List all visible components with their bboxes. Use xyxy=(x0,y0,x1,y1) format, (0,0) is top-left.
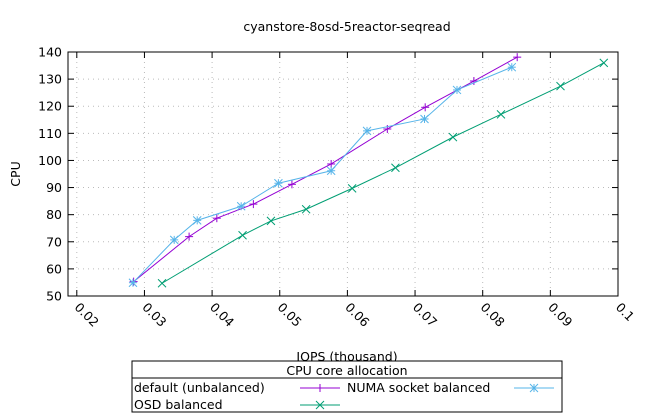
series-line xyxy=(161,62,605,284)
data-point-cross xyxy=(157,278,167,288)
series-numa-socket-balanced xyxy=(128,62,517,288)
x-tick-label: 0.05 xyxy=(275,300,305,330)
x-tick-label: 0.07 xyxy=(410,300,440,330)
y-tick-label: 140 xyxy=(38,45,62,60)
data-point-cross xyxy=(315,400,325,410)
data-point-cross xyxy=(599,58,609,68)
data-point-cross xyxy=(391,163,400,173)
data-point-star xyxy=(169,235,179,245)
x-tick-label: 0.04 xyxy=(207,300,237,330)
data-point-star xyxy=(529,383,539,393)
data-point-cross xyxy=(496,110,506,119)
x-tick-label: 0.08 xyxy=(478,300,508,330)
data-point-cross xyxy=(301,204,311,214)
x-tick-label: 0.03 xyxy=(139,300,169,330)
data-point-cross xyxy=(347,184,357,193)
y-tick-label: 90 xyxy=(46,180,62,195)
y-tick-label: 80 xyxy=(46,207,62,222)
x-tick-label: 0.02 xyxy=(72,300,102,330)
series-line xyxy=(133,56,518,283)
data-point-star xyxy=(362,126,372,136)
legend: CPU core allocation default (unbalanced)… xyxy=(131,360,563,413)
y-axis-label: CPU xyxy=(8,161,23,186)
data-point-star xyxy=(274,178,283,188)
y-tick-label: 130 xyxy=(38,72,62,87)
y-tick-label: 60 xyxy=(46,261,62,276)
series-osd-balanced xyxy=(157,58,609,288)
y-tick-label: 70 xyxy=(46,234,62,249)
legend-title: CPU core allocation xyxy=(286,363,407,378)
data-point-star xyxy=(192,216,202,225)
plot-frame xyxy=(67,51,619,297)
y-tick-label: 100 xyxy=(38,153,62,168)
legend-box xyxy=(131,360,563,413)
y-tick-label: 110 xyxy=(38,126,62,141)
y-tick-label: 120 xyxy=(38,99,62,114)
legend-entry-label: OSD balanced xyxy=(134,397,223,412)
x-axis-label: IOPS (thousand) xyxy=(296,349,397,364)
chart-title: cyanstore-8osd-5reactor-seqread xyxy=(243,19,450,34)
legend-entry-label: NUMA socket balanced xyxy=(347,380,490,395)
data-point-cross xyxy=(448,132,458,142)
data-point-star xyxy=(236,201,246,211)
series-line xyxy=(132,66,512,284)
data-point-star xyxy=(420,114,429,124)
data-point-cross xyxy=(266,216,276,226)
data-point-cross xyxy=(238,230,247,240)
legend-entry-label: default (unbalanced) xyxy=(134,380,265,395)
data-point-star xyxy=(326,166,336,176)
series-default-unbalanced- xyxy=(129,53,522,286)
data-point-star xyxy=(452,85,462,95)
data-point-cross xyxy=(556,81,565,91)
x-tick-label: 0.09 xyxy=(545,300,575,330)
y-tick-label: 50 xyxy=(46,289,62,304)
x-tick-label: 0.06 xyxy=(342,300,372,330)
x-tick-label: 0.1 xyxy=(613,300,638,325)
data-point-star xyxy=(128,278,138,288)
data-point-star xyxy=(507,62,517,72)
